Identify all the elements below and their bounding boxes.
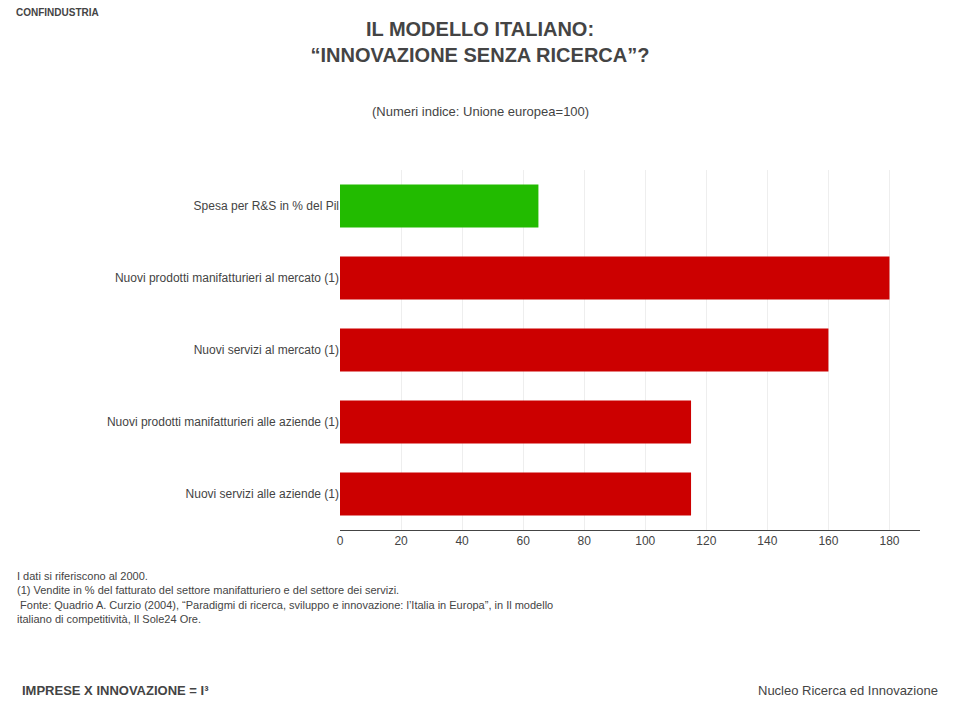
svg-text:Spesa per R&S in % del Pil: Spesa per R&S in % del Pil	[194, 199, 339, 213]
svg-text:140: 140	[757, 534, 777, 548]
svg-text:60: 60	[516, 534, 530, 548]
svg-text:20: 20	[394, 534, 408, 548]
svg-text:Nuovi prodotti manifatturieri: Nuovi prodotti manifatturieri al mercato…	[115, 271, 339, 285]
svg-text:Nuovi servizi alle aziende (1): Nuovi servizi alle aziende (1)	[186, 487, 339, 501]
svg-text:IMPRESE X INNOVAZIONE = I³: IMPRESE X INNOVAZIONE = I³	[22, 683, 209, 698]
svg-text:Nuovi prodotti manifatturieri: Nuovi prodotti manifatturieri alle azien…	[107, 415, 339, 429]
svg-text:180: 180	[879, 534, 899, 548]
svg-text:160: 160	[818, 534, 838, 548]
svg-text:Nuovi servizi al mercato (1): Nuovi servizi al mercato (1)	[194, 343, 339, 357]
svg-text:I dati si riferiscono al 2000.: I dati si riferiscono al 2000.(1) Vendit…	[17, 570, 553, 625]
svg-text:120: 120	[696, 534, 716, 548]
svg-text:80: 80	[578, 534, 592, 548]
svg-text:100: 100	[635, 534, 655, 548]
svg-text:(Numeri indice: Unione europea: (Numeri indice: Unione europea=100)	[372, 104, 589, 119]
svg-text:CONFINDUSTRIA: CONFINDUSTRIA	[16, 7, 99, 18]
svg-text:Nucleo Ricerca ed Innovazione: Nucleo Ricerca ed Innovazione	[758, 683, 938, 698]
svg-text:0: 0	[337, 534, 344, 548]
svg-text:IL MODELLO ITALIANO:“INNOVAZIO: IL MODELLO ITALIANO:“INNOVAZIONE SENZA R…	[311, 18, 650, 66]
svg-text:40: 40	[455, 534, 469, 548]
